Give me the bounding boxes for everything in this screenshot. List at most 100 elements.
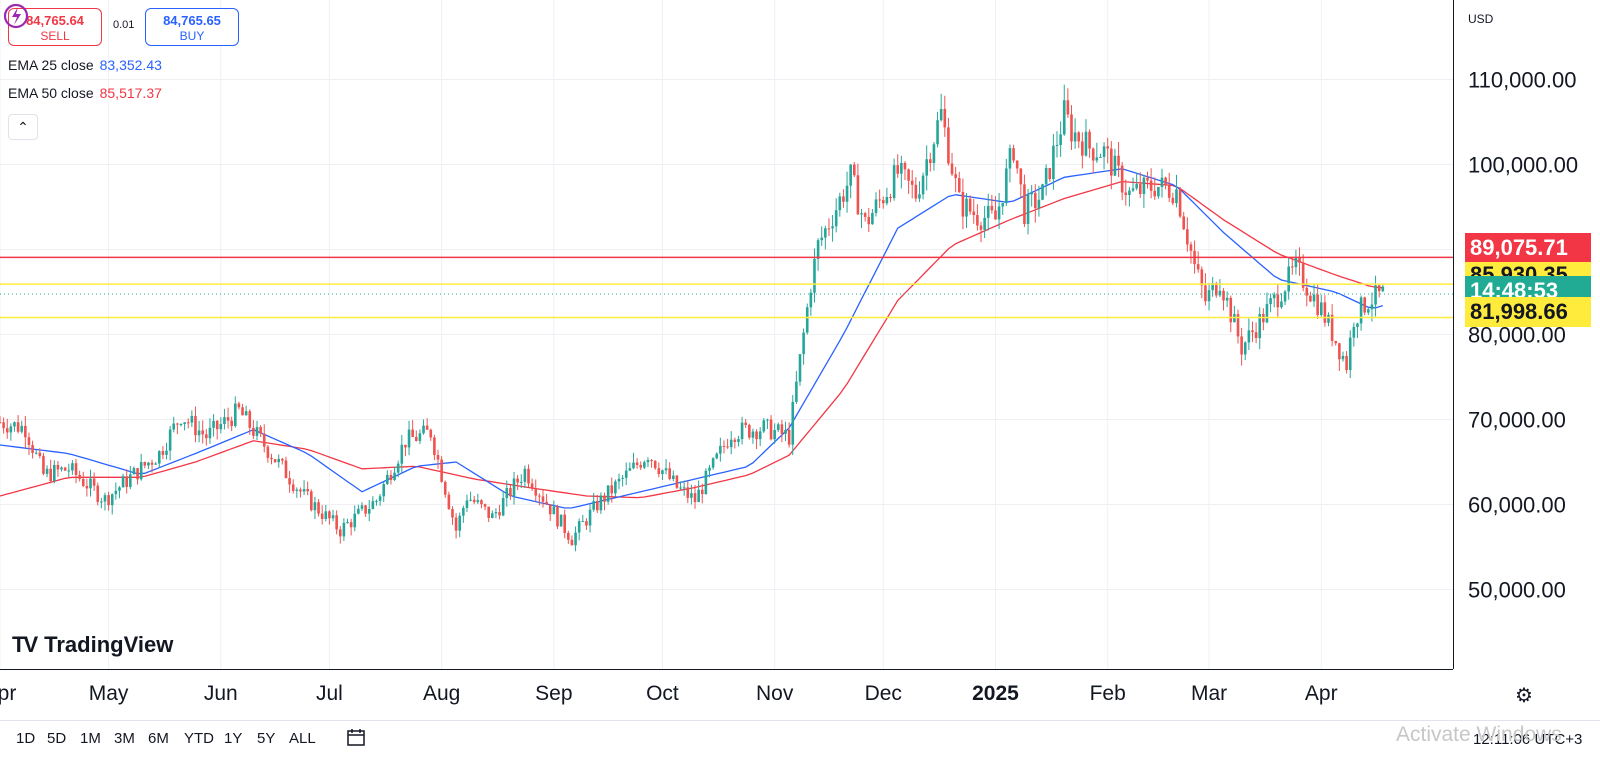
- candle: [1182, 211, 1186, 231]
- candle-body: [516, 478, 519, 483]
- candle-body: [342, 522, 346, 537]
- candle-body: [42, 456, 45, 474]
- candle: [1099, 153, 1102, 158]
- candle: [215, 420, 219, 440]
- candle-body: [838, 196, 842, 211]
- candle: [784, 421, 787, 442]
- candle: [1084, 119, 1088, 157]
- range-button-1d[interactable]: 1D: [16, 730, 36, 747]
- ema25-legend[interactable]: EMA 25 close 83,352.43: [8, 57, 162, 73]
- candle-body: [284, 460, 288, 479]
- candle: [436, 449, 440, 469]
- candle: [0, 416, 2, 424]
- chart-plot-area[interactable]: 84,765.64 SELL 0.01 84,765.65 BUY EMA 25…: [0, 0, 1453, 669]
- candle: [892, 158, 896, 201]
- candle-body: [614, 481, 617, 494]
- buy-button[interactable]: 84,765.65 BUY: [145, 8, 239, 46]
- candle-body: [1341, 355, 1345, 360]
- candle-body: [1280, 301, 1283, 308]
- candle: [1348, 330, 1352, 379]
- candle: [1048, 167, 1052, 182]
- tradingview-logo[interactable]: TV TradingView: [12, 630, 173, 660]
- candle: [791, 394, 795, 456]
- range-button-1y[interactable]: 1Y: [224, 730, 243, 747]
- candle-body: [863, 213, 867, 217]
- candle: [1157, 186, 1160, 199]
- candle-body: [1037, 199, 1041, 209]
- price-tick-label: 70,000.00: [1468, 408, 1566, 433]
- ema50-legend-value: 85,517.37: [99, 85, 162, 101]
- candle-body: [1066, 100, 1070, 115]
- sell-button[interactable]: 84,765.64 SELL: [8, 8, 102, 46]
- range-button-6m[interactable]: 6M: [148, 730, 169, 747]
- candle-body: [784, 429, 787, 434]
- candle: [635, 458, 639, 469]
- horizontal-lines[interactable]: [0, 0, 1453, 669]
- candle: [994, 196, 997, 220]
- candle: [1149, 168, 1153, 199]
- candle: [1298, 247, 1301, 276]
- candle: [13, 421, 16, 432]
- legend-collapse-button[interactable]: ⌃: [8, 114, 38, 140]
- calendar-icon[interactable]: [345, 726, 367, 748]
- range-button-5y[interactable]: 5Y: [257, 730, 276, 747]
- range-button-1m[interactable]: 1M: [80, 730, 101, 747]
- candle: [1189, 241, 1193, 264]
- candle-body: [729, 439, 733, 448]
- candle: [838, 192, 842, 217]
- candle-body: [740, 422, 744, 440]
- candle: [433, 434, 436, 461]
- candle: [1381, 284, 1385, 293]
- candle-body: [574, 532, 577, 546]
- candle-body: [67, 470, 71, 472]
- candle-body: [469, 499, 472, 501]
- candle-body: [1062, 100, 1066, 135]
- range-button-5d[interactable]: 5D: [47, 730, 67, 747]
- candle-body: [357, 508, 360, 514]
- candle-body: [27, 437, 31, 446]
- candle-body: [1204, 285, 1207, 302]
- candle-body: [990, 205, 994, 211]
- candle-body: [226, 417, 230, 421]
- candle-body: [1041, 184, 1044, 200]
- range-button-ytd[interactable]: YTD: [184, 730, 214, 747]
- candle: [281, 457, 284, 465]
- candle: [1037, 185, 1041, 217]
- candle-body: [943, 108, 947, 128]
- candle: [614, 479, 617, 497]
- settings-gear-icon[interactable]: ⚙: [1515, 685, 1533, 707]
- candle: [1276, 284, 1280, 317]
- utc-clock[interactable]: 12:11:06 UTC+3: [1473, 731, 1583, 748]
- sparkle-icon[interactable]: [0, 0, 32, 32]
- ema50-legend[interactable]: EMA 50 close 85,517.37: [8, 85, 162, 101]
- time-axis[interactable]: Apr May Jun Jul Aug Sep Oct Nov Dec 2025 Feb Mar Apr: [0, 669, 1453, 720]
- candle: [212, 414, 215, 437]
- candle-body: [1059, 134, 1062, 146]
- candle: [1030, 185, 1033, 207]
- buy-label: BUY: [179, 29, 205, 43]
- candle-body: [603, 495, 606, 502]
- range-button-3m[interactable]: 3M: [114, 730, 135, 747]
- candle: [56, 460, 60, 477]
- candle: [1171, 192, 1175, 206]
- candle: [331, 509, 335, 522]
- candle: [744, 418, 747, 429]
- currency-selector[interactable]: USD: [1460, 6, 1590, 32]
- candle: [1225, 291, 1229, 308]
- range-button-all[interactable]: ALL: [289, 730, 316, 747]
- candle: [711, 457, 715, 470]
- candle: [78, 470, 81, 482]
- candle: [809, 288, 813, 316]
- price-axis[interactable]: 110,000.00100,000.0090,000.0080,000.0070…: [1453, 0, 1600, 669]
- candle: [624, 462, 628, 486]
- candle-body: [60, 467, 63, 470]
- candle: [907, 168, 910, 194]
- candle-body: [939, 108, 943, 121]
- candle-body: [1305, 287, 1309, 296]
- candle: [302, 480, 306, 496]
- candle-body: [682, 487, 686, 489]
- candle: [121, 473, 125, 488]
- candle-body: [244, 411, 248, 416]
- candle: [769, 415, 773, 441]
- candle-body: [1135, 183, 1138, 189]
